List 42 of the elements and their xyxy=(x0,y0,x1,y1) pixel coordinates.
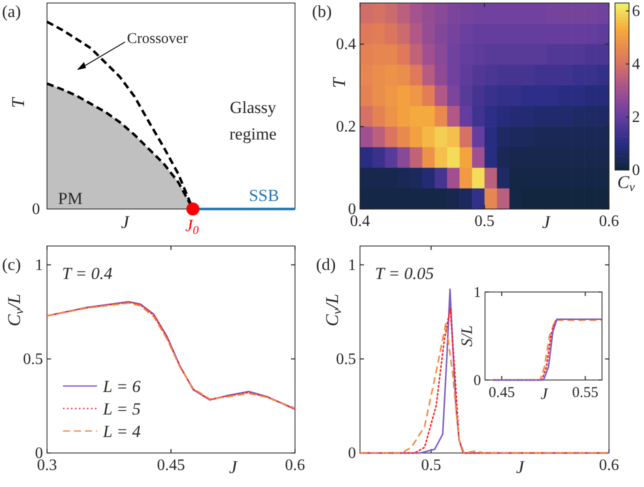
x-tick-label: 0.6 xyxy=(599,457,619,474)
annotation: T = 0.05 xyxy=(375,264,434,283)
y-axis-title: T xyxy=(8,96,28,108)
annotation: Glassy regime xyxy=(229,98,277,144)
x-tick-label: 0.55 xyxy=(572,385,598,401)
x-axis-title: J xyxy=(540,386,548,403)
color-bar-label: 6 xyxy=(632,2,640,20)
legend-label: L = 4 xyxy=(102,422,142,441)
legend-label: L = 5 xyxy=(102,400,141,418)
annotation: Crossover xyxy=(127,31,188,47)
y-tick-label: 0.2 xyxy=(336,118,356,136)
x-tick-label: 0.5 xyxy=(421,457,442,474)
x-tick-label: 0.3 xyxy=(37,457,57,474)
y-tick-label: 1 xyxy=(474,285,481,301)
y-tick-label: 1 xyxy=(348,256,356,274)
legend-label: L = 6 xyxy=(102,377,142,396)
series-label: SSB xyxy=(248,186,280,205)
chart-title: (a) xyxy=(2,2,21,21)
y-tick-label: 1 xyxy=(35,256,43,274)
y-axis-title: T xyxy=(329,76,349,88)
y-tick-label: 0.5 xyxy=(23,350,43,368)
y-tick-label: 0.5 xyxy=(336,350,356,368)
x-axis-title: J xyxy=(229,457,238,477)
annotation: T = 0.4 xyxy=(62,264,113,283)
x-tick-label: 0.6 xyxy=(599,213,619,230)
x-tick-label: 0.6 xyxy=(285,457,305,474)
y-tick-label: 0 xyxy=(348,445,356,462)
y-tick-label: 0.4 xyxy=(336,36,356,54)
color-bar-label: 2 xyxy=(632,108,640,126)
annotation: PM xyxy=(58,189,83,208)
color-bar-label: 0 xyxy=(632,162,640,179)
x-axis-title: J xyxy=(542,212,551,232)
chart-title: (b) xyxy=(312,2,332,21)
x-tick-label: 0.45 xyxy=(488,385,515,401)
x-axis-title: J xyxy=(516,457,525,477)
text: J$_{0}$ xyxy=(185,216,199,237)
x-axis-title: J xyxy=(121,212,130,232)
text: (c) xyxy=(2,255,21,274)
text: (d) xyxy=(316,255,336,274)
y-axis-title: S/L xyxy=(459,325,476,347)
color-bar-label: 4 xyxy=(632,56,640,73)
x-tick-label: 0.45 xyxy=(157,457,185,474)
